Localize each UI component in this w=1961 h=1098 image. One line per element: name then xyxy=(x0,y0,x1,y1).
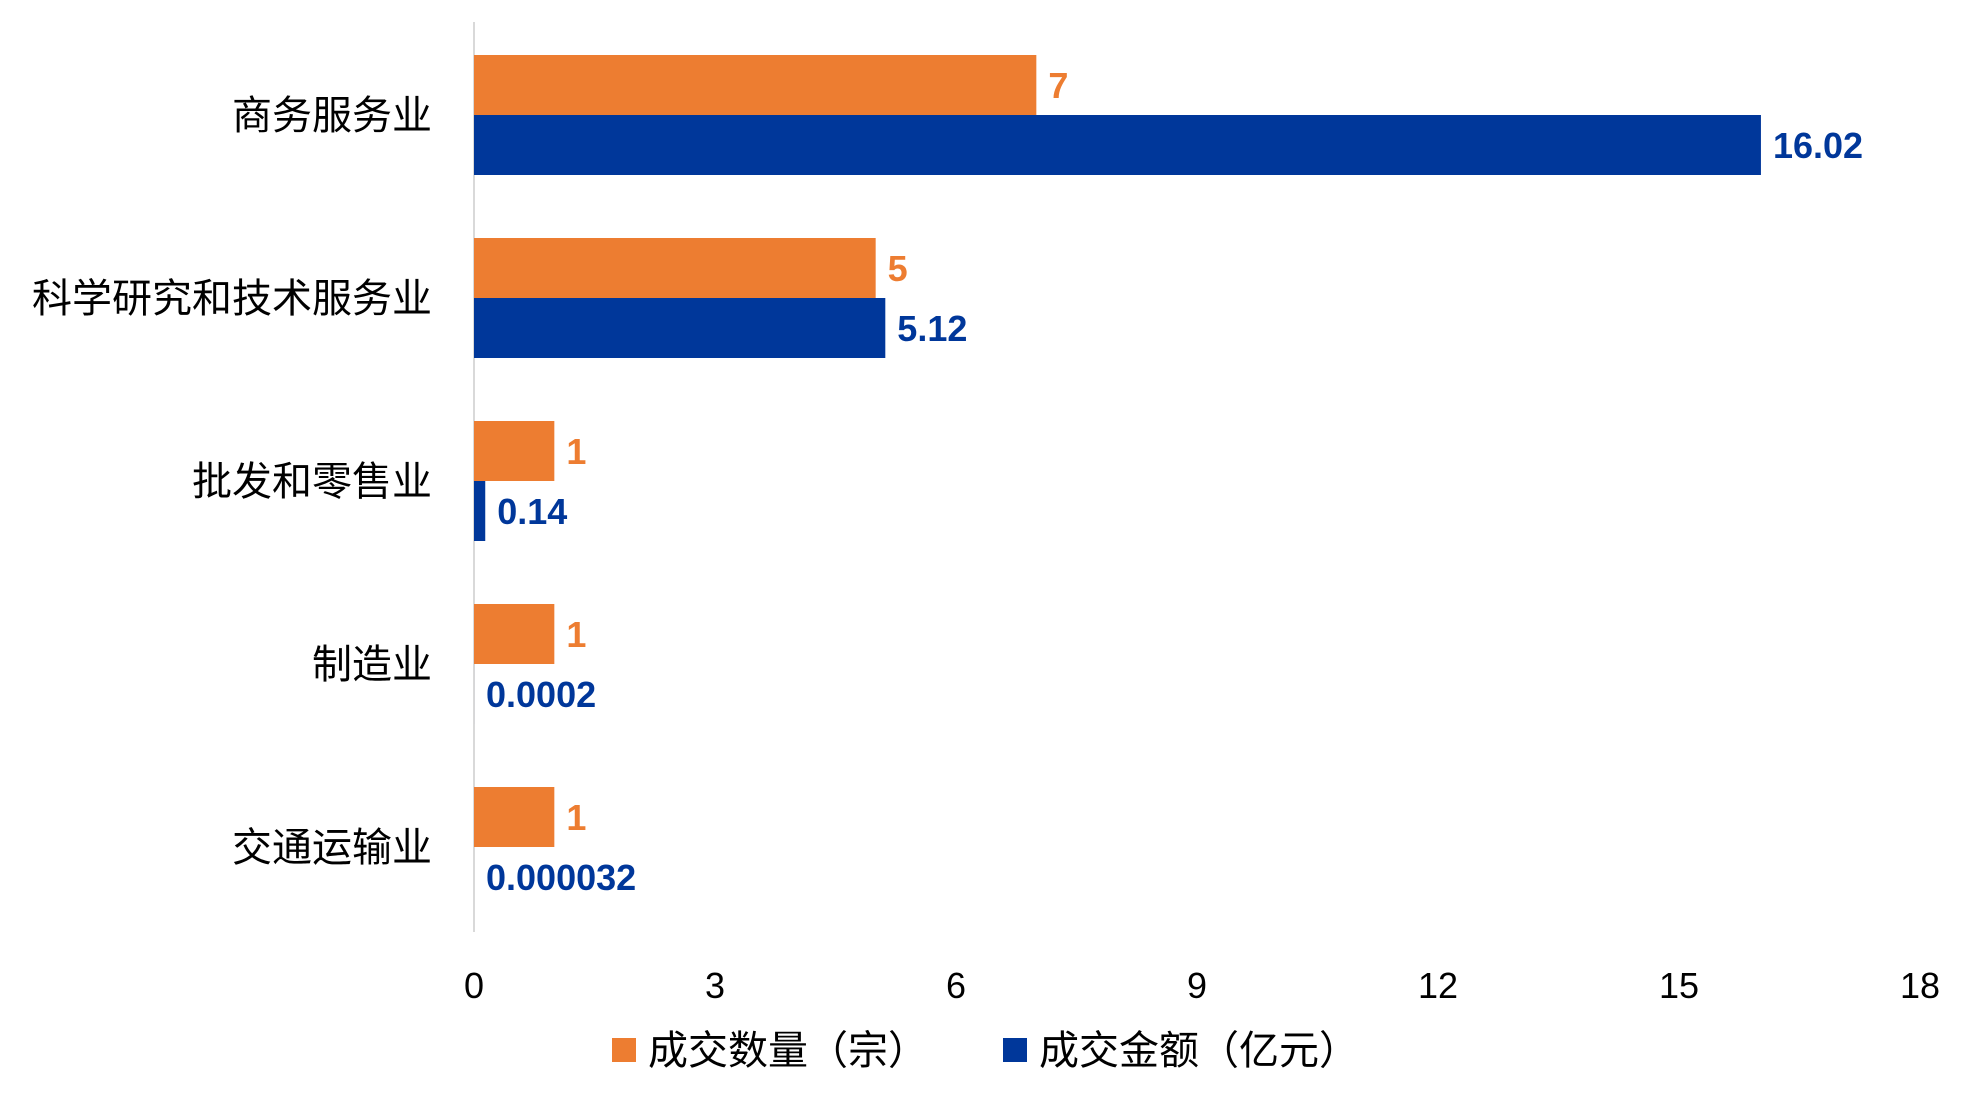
legend-label: 成交金额（亿元） xyxy=(1039,1028,1359,1074)
x-tick-label: 6 xyxy=(946,965,966,1006)
data-label: 5.12 xyxy=(897,308,967,349)
x-tick-label: 15 xyxy=(1659,965,1699,1006)
category-label: 批发和零售业 xyxy=(192,459,432,505)
x-tick-label: 18 xyxy=(1900,965,1940,1006)
data-label: 0.000032 xyxy=(486,857,636,898)
data-label: 16.02 xyxy=(1773,125,1863,166)
data-label: 1 xyxy=(566,614,586,655)
bar-deal-amount xyxy=(474,481,485,541)
legend-label: 成交数量（宗） xyxy=(648,1028,928,1074)
data-label: 1 xyxy=(566,431,586,472)
data-label: 5 xyxy=(888,248,908,289)
labels-layer: 7 16.02 5 5.12 1 0.14 1 0.0002 1 0.000032 xyxy=(486,65,1863,898)
legend-swatch xyxy=(1003,1038,1027,1062)
bar-deal-amount xyxy=(474,298,885,358)
category-label: 科学研究和技术服务业 xyxy=(32,276,432,322)
bar-deal-count xyxy=(474,55,1036,115)
data-label: 1 xyxy=(566,797,586,838)
x-tick-label: 12 xyxy=(1418,965,1458,1006)
bar-deal-count xyxy=(474,238,876,298)
legend: 成交数量（宗） 成交金额（亿元） xyxy=(612,1028,1359,1074)
data-label: 0.14 xyxy=(497,491,567,532)
category-label: 交通运输业 xyxy=(232,825,432,871)
bar-deal-count xyxy=(474,787,554,847)
bars-layer xyxy=(474,55,1761,907)
category-label: 制造业 xyxy=(312,642,432,688)
bar-deal-amount xyxy=(474,115,1761,175)
x-tick-label: 0 xyxy=(464,965,484,1006)
x-tick-label: 9 xyxy=(1187,965,1207,1006)
bar-deal-count xyxy=(474,604,554,664)
data-label: 7 xyxy=(1048,65,1068,106)
bar-deal-count xyxy=(474,421,554,481)
category-label: 商务服务业 xyxy=(232,93,432,139)
data-label: 0.0002 xyxy=(486,674,596,715)
x-tick-label: 3 xyxy=(705,965,725,1006)
legend-swatch xyxy=(612,1038,636,1062)
